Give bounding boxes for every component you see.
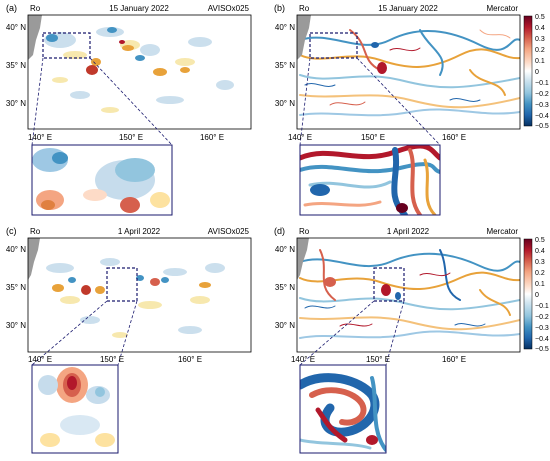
svg-text:0.2: 0.2 <box>535 270 545 277</box>
svg-text:0.2: 0.2 <box>535 47 545 54</box>
panel-a-variable: Ro <box>30 4 41 13</box>
svg-text:0.5: 0.5 <box>535 237 545 244</box>
colorbar-top: 0.5 0.4 0.3 0.2 0.1 0 −0.1 −0.2 −0.3 −0.… <box>523 14 549 130</box>
svg-text:0.4: 0.4 <box>535 248 545 255</box>
svg-text:0.5: 0.5 <box>535 14 545 21</box>
panel-a-zoom-box <box>42 32 91 59</box>
svg-text:40° N: 40° N <box>6 245 26 254</box>
panel-d-date: 1 April 2022 <box>387 227 430 236</box>
panel-c-variable: Ro <box>30 227 41 236</box>
svg-text:30° N: 30° N <box>6 99 26 108</box>
svg-text:0.1: 0.1 <box>535 281 545 288</box>
panel-d-letter: (d) <box>274 226 285 236</box>
panel-c-inset <box>32 365 118 453</box>
panel-c-frame <box>27 237 252 353</box>
svg-text:40° N: 40° N <box>6 23 26 32</box>
svg-text:150° E: 150° E <box>100 355 124 364</box>
panel-c-lat-labels: 40° N 35° N 30° N <box>6 245 26 330</box>
svg-text:140° E: 140° E <box>28 133 52 142</box>
panel-b-lat-labels: 40° N 35° N 30° N <box>275 23 295 108</box>
panel-b: (b) Ro 15 January 2022 Mercator <box>274 3 521 216</box>
panel-d-inset <box>300 365 386 453</box>
panel-c-zoom-box <box>106 267 138 302</box>
panel-d-map <box>297 238 520 352</box>
svg-text:30° N: 30° N <box>275 99 295 108</box>
panel-b-map <box>297 15 520 129</box>
svg-text:0.3: 0.3 <box>535 36 545 43</box>
svg-text:160° E: 160° E <box>442 133 466 142</box>
svg-text:−0.1: −0.1 <box>535 80 549 87</box>
svg-text:35° N: 35° N <box>6 61 26 70</box>
panel-a-date: 15 January 2022 <box>109 4 169 13</box>
svg-text:150° E: 150° E <box>361 133 385 142</box>
svg-text:30° N: 30° N <box>275 321 295 330</box>
svg-text:160° E: 160° E <box>442 355 466 364</box>
svg-text:140° E: 140° E <box>28 355 52 364</box>
svg-text:150° E: 150° E <box>119 133 143 142</box>
svg-text:160° E: 160° E <box>200 133 224 142</box>
panel-b-inset <box>300 145 440 215</box>
colorbar-bottom: 0.5 0.4 0.3 0.2 0.1 0 −0.1 −0.2 −0.3 −0.… <box>523 237 549 353</box>
panel-b-date: 15 January 2022 <box>378 4 438 13</box>
svg-text:−0.3: −0.3 <box>535 325 549 332</box>
svg-text:−0.2: −0.2 <box>535 314 549 321</box>
panel-a-frame <box>27 14 252 130</box>
svg-text:−0.1: −0.1 <box>535 303 549 310</box>
panel-a-inset <box>32 145 172 215</box>
colorbar-bottom-ticks: 0.5 0.4 0.3 0.2 0.1 0 −0.1 −0.2 −0.3 −0.… <box>535 237 549 353</box>
svg-text:−0.2: −0.2 <box>535 91 549 98</box>
svg-text:160° E: 160° E <box>178 355 202 364</box>
panel-d-frame <box>296 237 521 353</box>
panel-a-map <box>28 15 251 129</box>
panel-b-lon-labels: 140° E 150° E 160° E <box>288 133 466 142</box>
svg-text:40° N: 40° N <box>275 245 295 254</box>
panel-c-source: AVISOx025 <box>208 227 250 236</box>
svg-text:−0.3: −0.3 <box>535 102 549 109</box>
panel-d-zoom-box <box>373 267 405 302</box>
colorbar-top-ticks: 0.5 0.4 0.3 0.2 0.1 0 −0.1 −0.2 −0.3 −0.… <box>535 14 549 130</box>
svg-text:30° N: 30° N <box>6 321 26 330</box>
svg-text:0: 0 <box>535 69 539 76</box>
svg-text:150° E: 150° E <box>366 355 390 364</box>
panel-b-source: Mercator <box>486 4 518 13</box>
panel-a: (a) Ro 15 January 2022 AVISOx025 <box>6 3 252 216</box>
svg-text:35° N: 35° N <box>275 61 295 70</box>
svg-text:0: 0 <box>535 292 539 299</box>
panel-b-zoom-box <box>309 32 358 59</box>
panel-a-lon-labels: 140° E 150° E 160° E <box>28 133 224 142</box>
svg-text:140° E: 140° E <box>288 133 312 142</box>
panel-c-lon-labels: 140° E 150° E 160° E <box>28 355 202 364</box>
panel-a-lat-labels: 40° N 35° N 30° N <box>6 23 26 108</box>
panel-c-map <box>28 238 251 352</box>
svg-text:35° N: 35° N <box>275 283 295 292</box>
panel-c-letter: (c) <box>6 226 17 236</box>
panel-a-source: AVISOx025 <box>208 4 250 13</box>
panel-a-letter: (a) <box>6 3 17 13</box>
panel-c: (c) Ro 1 April 2022 AVISOx025 <box>6 226 252 454</box>
svg-text:−0.4: −0.4 <box>535 113 549 120</box>
svg-text:−0.5: −0.5 <box>535 123 549 130</box>
panel-d-variable: Ro <box>299 227 310 236</box>
svg-text:−0.5: −0.5 <box>535 346 549 353</box>
panel-d: (d) Ro 1 April 2022 Mercator <box>274 226 521 454</box>
svg-text:35° N: 35° N <box>6 283 26 292</box>
svg-text:−0.4: −0.4 <box>535 336 549 343</box>
panel-d-lat-labels: 40° N 35° N 30° N <box>275 245 295 330</box>
svg-text:40° N: 40° N <box>275 23 295 32</box>
panel-c-date: 1 April 2022 <box>118 227 161 236</box>
panel-b-variable: Ro <box>299 4 310 13</box>
panel-b-letter: (b) <box>274 3 285 13</box>
svg-text:0.3: 0.3 <box>535 259 545 266</box>
svg-text:140° E: 140° E <box>291 355 315 364</box>
panel-d-lon-labels: 140° E 150° E 160° E <box>291 355 466 364</box>
panel-b-frame <box>296 14 521 130</box>
svg-text:0.4: 0.4 <box>535 25 545 32</box>
svg-text:0.1: 0.1 <box>535 58 545 65</box>
panel-d-source: Mercator <box>486 227 518 236</box>
